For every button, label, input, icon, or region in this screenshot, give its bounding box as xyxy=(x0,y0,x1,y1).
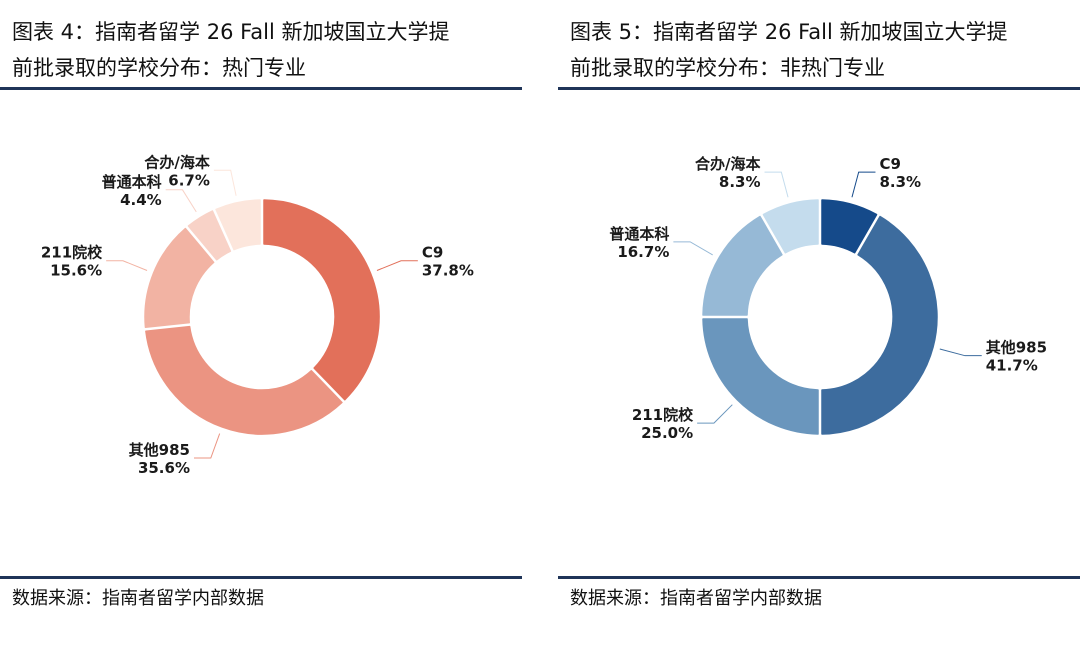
chart-title-line1: 图表 4：指南者留学 26 Fall 新加坡国立大学提 xyxy=(12,20,450,44)
donut-slice-slice-3 xyxy=(702,318,819,435)
donut-slice-slice-2 xyxy=(821,215,938,435)
source-text: 指南者留学内部数据 xyxy=(102,588,264,609)
category-label-slice-2: 其他985 xyxy=(129,441,190,459)
source-text: 指南者留学内部数据 xyxy=(660,588,822,609)
title-divider xyxy=(558,87,1080,90)
donut-slice-slice-1 xyxy=(263,199,380,401)
source-label: 数据来源： xyxy=(12,588,102,609)
source-note: 数据来源：指南者留学内部数据 xyxy=(570,584,822,614)
leader-line-slice-4 xyxy=(673,241,713,256)
source-divider xyxy=(558,576,1080,579)
value-label-slice-4: 4.4% xyxy=(120,191,162,209)
donut-slice-slice-3 xyxy=(144,227,215,329)
donut-slice-slice-5 xyxy=(762,199,819,254)
donut-slice-slice-4 xyxy=(187,210,232,261)
title-divider xyxy=(0,87,522,90)
category-label-slice-5: 合办/海本 xyxy=(143,153,209,171)
category-label-slice-2: 其他985 xyxy=(986,339,1047,357)
donut-labels: C98.3%其他98541.7%211院校25.0%普通本科16.7%合办/海本… xyxy=(609,155,1047,442)
leader-line-slice-2 xyxy=(939,348,982,357)
chart-title-line1: 图表 5：指南者留学 26 Fall 新加坡国立大学提 xyxy=(570,20,1008,44)
chart-title: 图表 4：指南者留学 26 Fall 新加坡国立大学提 前批录取的学校分布：热门… xyxy=(12,14,517,86)
donut-slices xyxy=(702,199,938,435)
donut-slice-slice-1 xyxy=(821,199,878,254)
category-label-slice-5: 合办/海本 xyxy=(694,155,760,173)
source-note: 数据来源：指南者留学内部数据 xyxy=(12,584,264,614)
value-label-slice-5: 6.7% xyxy=(168,171,210,189)
leader-line-slice-1 xyxy=(851,171,876,198)
donut-slice-slice-5 xyxy=(215,199,261,251)
leader-line-slice-5 xyxy=(213,169,237,196)
category-label-slice-3: 211院校 xyxy=(632,406,694,424)
leader-line-slice-3 xyxy=(106,260,148,271)
donut-chart-area: C9 8.3% 其他985 41.7% 211院校 25.0% 普通本科 16.7% 合办/海本… xyxy=(558,90,1080,576)
source-label: 数据来源： xyxy=(570,588,660,609)
category-label-slice-1: C9 xyxy=(422,244,443,262)
leader-line-slice-3 xyxy=(697,404,733,424)
donut-slice-slice-4 xyxy=(702,215,783,316)
category-label-slice-4: 普通本科 xyxy=(609,225,669,243)
donut-chart-area: C9 37.8% 其他985 35.6% 211院校 15.6% 普通本科 4.4% 合办/海本… xyxy=(0,90,522,576)
chart-title-line2: 前批录取的学校分布：热门专业 xyxy=(12,56,306,80)
category-label-slice-1: C9 xyxy=(879,155,900,173)
chart-title-line2: 前批录取的学校分布：非热门专业 xyxy=(570,56,885,80)
category-label-slice-4: 普通本科 xyxy=(102,173,162,191)
category-label-slice-3: 211院校 xyxy=(41,244,103,262)
donut-slices xyxy=(144,199,380,435)
value-label-slice-3: 15.6% xyxy=(50,262,102,280)
value-label-slice-3: 25.0% xyxy=(641,424,693,442)
value-label-slice-1: 37.8% xyxy=(422,262,474,280)
leader-line-slice-4 xyxy=(165,189,197,213)
leader-line-slice-1 xyxy=(376,260,418,271)
chart-panel-left: 图表 4：指南者留学 26 Fall 新加坡国立大学提 前批录取的学校分布：热门… xyxy=(0,0,522,667)
donut-chart: C98.3%其他98541.7%211院校25.0%普通本科16.7%合办/海本… xyxy=(609,155,1047,442)
leader-line-slice-2 xyxy=(193,433,221,459)
leader-line-slice-5 xyxy=(764,171,789,198)
value-label-slice-2: 41.7% xyxy=(986,357,1038,375)
donut-slice-slice-2 xyxy=(145,325,343,435)
chart-panel-right: 图表 5：指南者留学 26 Fall 新加坡国立大学提 前批录取的学校分布：非热… xyxy=(558,0,1080,667)
value-label-slice-2: 35.6% xyxy=(138,459,190,477)
value-label-slice-5: 8.3% xyxy=(719,173,761,191)
chart-title: 图表 5：指南者留学 26 Fall 新加坡国立大学提 前批录取的学校分布：非热… xyxy=(570,14,1075,86)
value-label-slice-4: 16.7% xyxy=(617,243,669,261)
value-label-slice-1: 8.3% xyxy=(879,173,921,191)
source-divider xyxy=(0,576,522,579)
